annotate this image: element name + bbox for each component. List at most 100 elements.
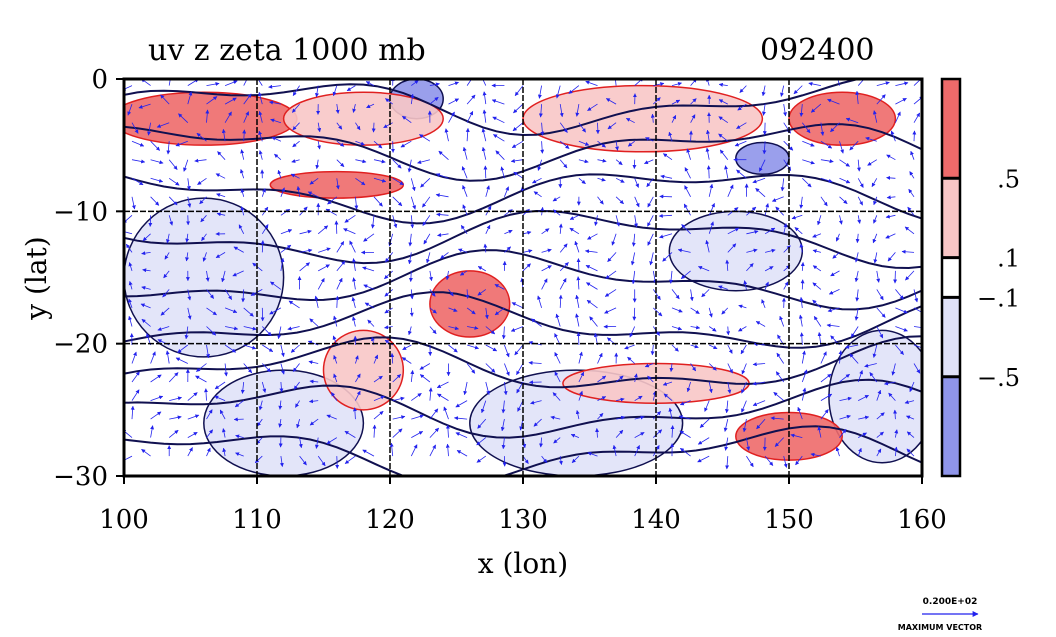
wind-vector-844 bbox=[634, 432, 645, 438]
wind-vector-309 bbox=[280, 208, 291, 216]
y-tick-label: −30 bbox=[53, 462, 108, 492]
wind-vector-436 bbox=[232, 270, 244, 277]
wind-vector-499 bbox=[604, 289, 617, 297]
wind-vector-232 bbox=[435, 173, 449, 179]
wind-vector-545 bbox=[671, 307, 683, 313]
wind-vector-190 bbox=[462, 146, 468, 160]
wind-vector-104 bbox=[466, 110, 474, 123]
wind-vector-881 bbox=[522, 455, 529, 464]
wind-vector-792 bbox=[454, 416, 468, 421]
wind-vector-760 bbox=[663, 393, 673, 401]
wind-vector-667 bbox=[528, 360, 542, 365]
wind-vector-410 bbox=[559, 243, 568, 253]
wind-vector-314 bbox=[370, 215, 375, 229]
wind-vector-51 bbox=[269, 100, 281, 105]
wind-vector-516 bbox=[128, 298, 133, 309]
wind-vector-773 bbox=[904, 400, 915, 405]
wind-vector-156 bbox=[627, 140, 635, 147]
wind-vector-621 bbox=[485, 344, 498, 352]
wind-vector-753 bbox=[530, 400, 542, 405]
x-tick-label: 110 bbox=[232, 505, 282, 535]
wind-vector-357 bbox=[363, 233, 375, 242]
wind-vector-702 bbox=[392, 374, 401, 383]
wind-vector-815 bbox=[893, 409, 898, 420]
wind-vector-521 bbox=[224, 307, 238, 314]
wind-vector-338 bbox=[817, 215, 822, 226]
wind-vector-682 bbox=[820, 351, 827, 364]
wind-vector-686 bbox=[891, 363, 896, 376]
wind-vector-543 bbox=[632, 307, 637, 321]
wind-vector-799 bbox=[597, 413, 604, 420]
wind-vector-752 bbox=[517, 400, 524, 412]
wind-vector-79 bbox=[799, 104, 804, 117]
wind-vector-158 bbox=[668, 131, 673, 142]
wind-vector-474 bbox=[141, 286, 151, 290]
wind-vector-529 bbox=[364, 302, 375, 309]
wind-vector-738 bbox=[258, 400, 263, 411]
wind-vector-265 bbox=[261, 188, 266, 197]
wind-vector-278 bbox=[504, 186, 509, 197]
wind-vector-808 bbox=[756, 418, 766, 430]
wind-vector-532 bbox=[429, 307, 437, 314]
wind-vector-210 bbox=[839, 159, 850, 167]
wind-vector-178 bbox=[240, 149, 245, 160]
x-tick-label: 120 bbox=[365, 505, 415, 535]
wind-vector-836 bbox=[476, 437, 487, 446]
wind-vector-878 bbox=[456, 450, 468, 457]
wind-vector-428 bbox=[887, 252, 896, 262]
wind-vector-693 bbox=[214, 381, 226, 390]
wind-vector-12 bbox=[346, 85, 356, 92]
wind-vector-653 bbox=[280, 363, 285, 375]
wind-vector-201 bbox=[662, 153, 673, 161]
wind-vector-756 bbox=[597, 396, 607, 401]
wind-vector-630 bbox=[650, 344, 655, 356]
wind-vector-581 bbox=[530, 318, 542, 327]
wind-vector-442 bbox=[351, 258, 356, 271]
wind-vector-99 bbox=[371, 122, 376, 133]
wind-vector-62 bbox=[482, 91, 487, 105]
wind-vector-857 bbox=[876, 431, 884, 438]
wind-vector-212 bbox=[867, 159, 878, 166]
wind-vector-24 bbox=[568, 85, 580, 94]
wind-vector-789 bbox=[411, 414, 424, 420]
wind-vector-848 bbox=[697, 437, 710, 445]
wind-vector-483 bbox=[317, 277, 325, 290]
wind-vector-345 bbox=[142, 233, 151, 241]
wind-vector-136 bbox=[258, 130, 263, 142]
wind-vector-126 bbox=[872, 110, 878, 123]
wind-vector-873 bbox=[362, 449, 375, 457]
wind-vector-417 bbox=[677, 248, 691, 253]
wind-vector-507 bbox=[764, 281, 769, 290]
wind-vector-735 bbox=[204, 388, 209, 401]
wind-vector-275 bbox=[435, 193, 449, 198]
wind-vector-227 bbox=[355, 177, 366, 186]
wind-vector-274 bbox=[422, 196, 431, 208]
wind-vector-605 bbox=[177, 344, 189, 354]
grid-lines bbox=[124, 79, 922, 476]
wind-vector-818 bbox=[150, 425, 155, 438]
wind-vector-335 bbox=[764, 203, 770, 216]
positive-vorticity-region-3 bbox=[788, 91, 897, 146]
wind-vector-550 bbox=[761, 299, 766, 309]
wind-vector-59 bbox=[429, 96, 439, 105]
wind-vector-394 bbox=[260, 240, 265, 253]
wind-vector-268 bbox=[307, 191, 319, 198]
wind-vector-230 bbox=[410, 178, 416, 192]
wind-vector-734 bbox=[187, 392, 198, 401]
colorbar-swatch-1 bbox=[941, 177, 961, 259]
wind-vector-441 bbox=[336, 260, 346, 272]
wind-vector-579 bbox=[501, 326, 506, 340]
wind-vector-729 bbox=[884, 381, 896, 386]
wind-vector-595 bbox=[798, 314, 803, 327]
wind-vector-854 bbox=[817, 426, 822, 438]
wind-vector-527 bbox=[335, 295, 340, 308]
wind-vector-168 bbox=[849, 140, 859, 151]
wind-vector-175 bbox=[183, 159, 189, 172]
wind-vector-777 bbox=[187, 414, 200, 420]
wind-vector-155 bbox=[615, 141, 619, 151]
wind-vector-796 bbox=[533, 418, 542, 427]
wind-vector-151 bbox=[540, 141, 545, 154]
wind-vector-449 bbox=[477, 266, 487, 272]
wind-vector-749 bbox=[455, 400, 468, 408]
